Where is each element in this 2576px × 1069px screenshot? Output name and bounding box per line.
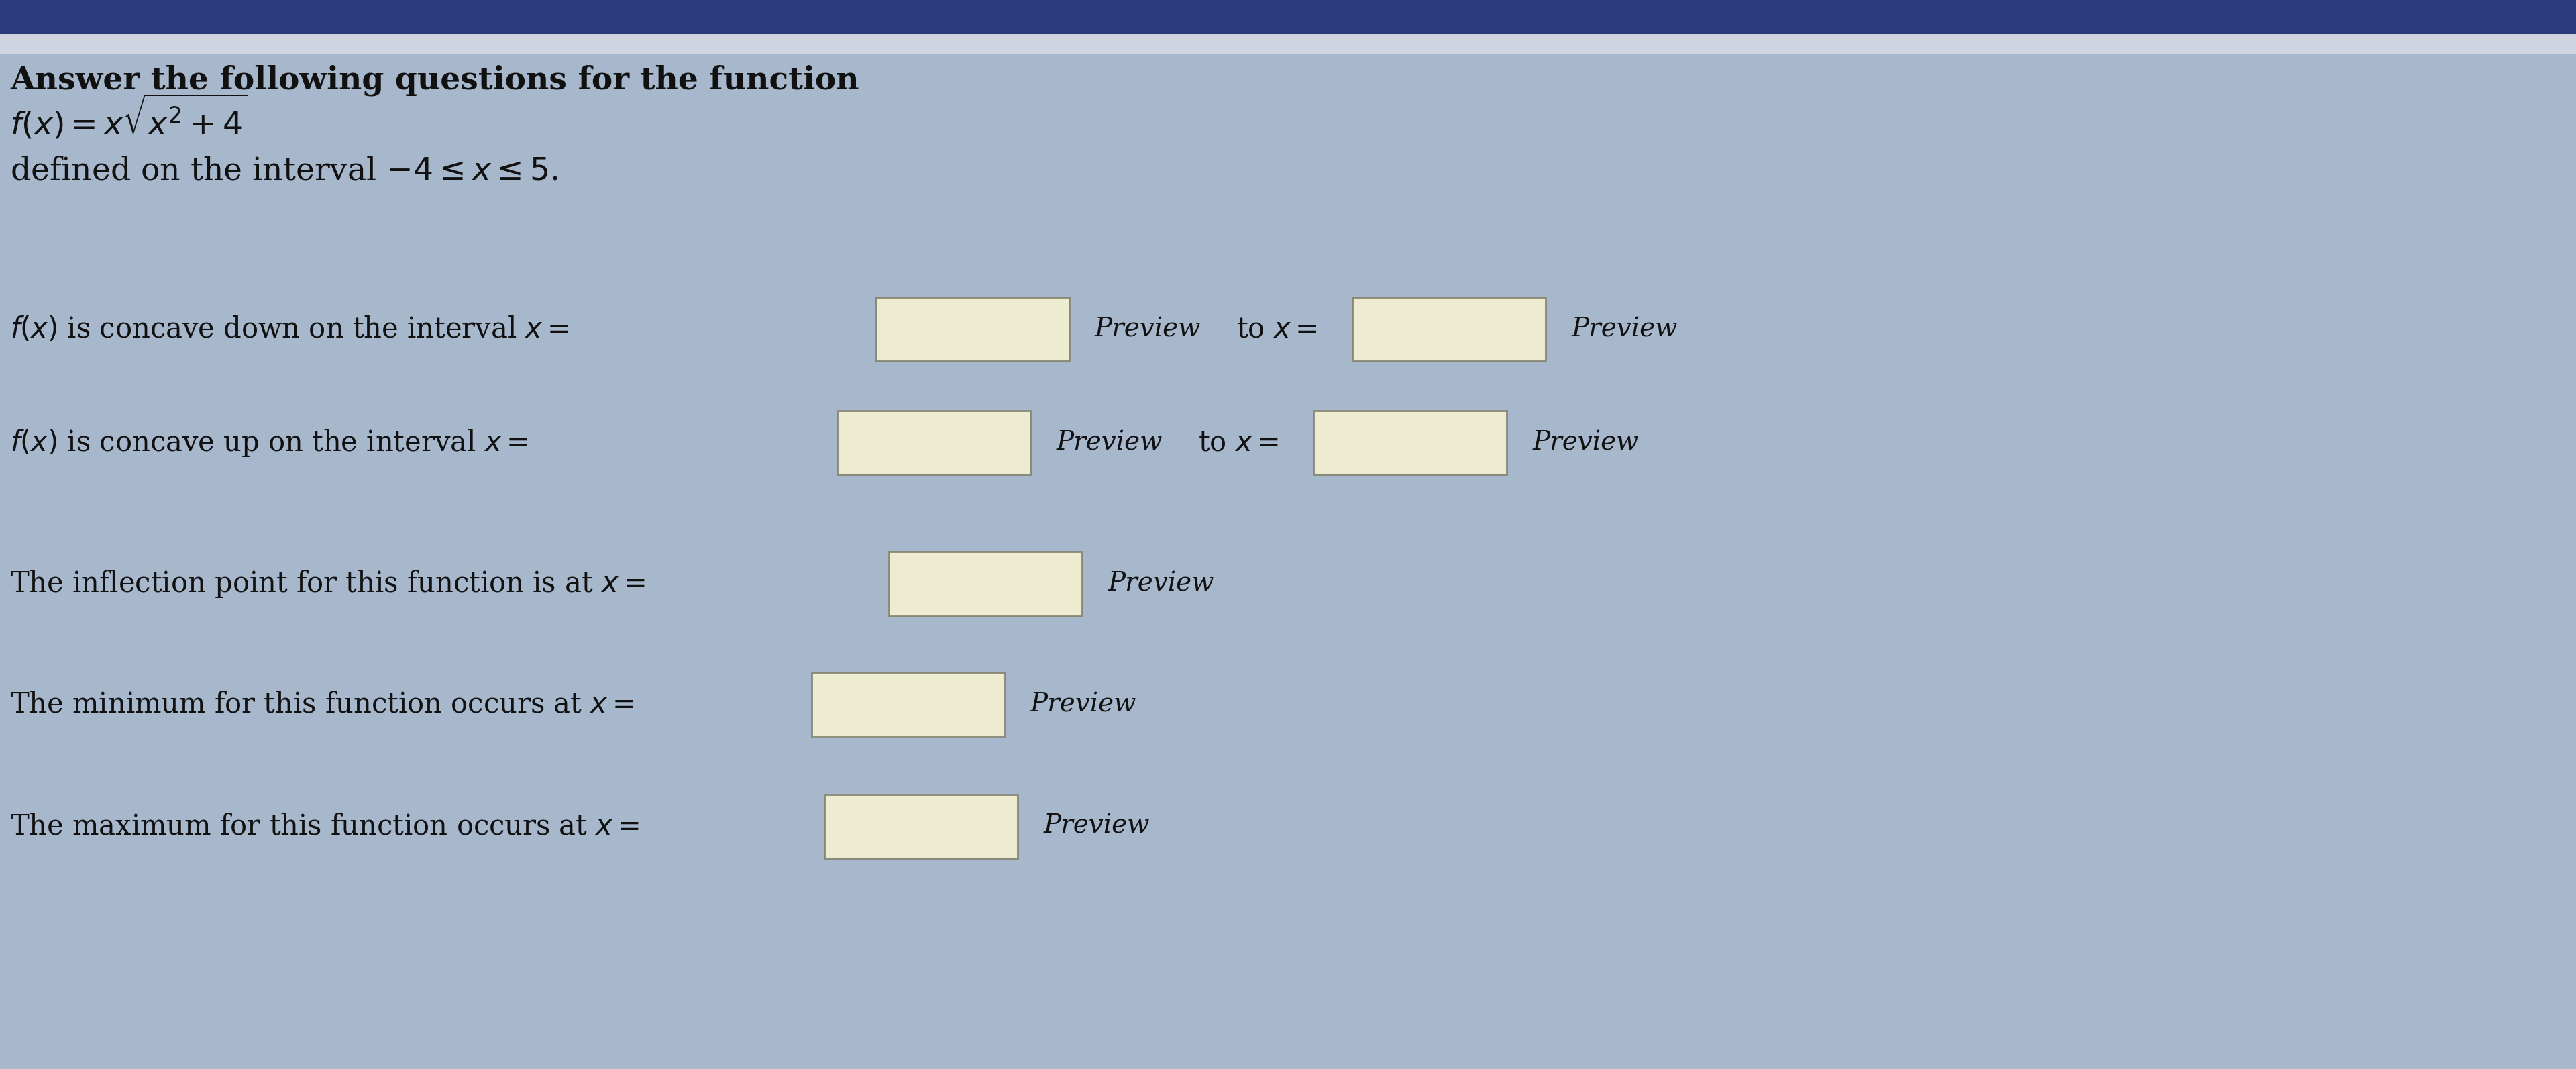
Text: The minimum for this function occurs at $x =$: The minimum for this function occurs at … bbox=[10, 691, 634, 718]
Text: Preview: Preview bbox=[1030, 692, 1136, 717]
Text: Preview: Preview bbox=[1043, 814, 1149, 839]
Text: to $x =$: to $x =$ bbox=[1198, 429, 1278, 456]
FancyBboxPatch shape bbox=[876, 297, 1069, 361]
FancyBboxPatch shape bbox=[1314, 410, 1507, 475]
Text: $f(x) = x\sqrt{x^2+4}$: $f(x) = x\sqrt{x^2+4}$ bbox=[10, 93, 247, 141]
Text: The maximum for this function occurs at $x =$: The maximum for this function occurs at … bbox=[10, 812, 639, 840]
Text: defined on the interval $-4 \leq x \leq 5$.: defined on the interval $-4 \leq x \leq … bbox=[10, 156, 559, 186]
Text: $f(x)$ is concave up on the interval $x =$: $f(x)$ is concave up on the interval $x … bbox=[10, 428, 528, 458]
Text: Preview: Preview bbox=[1571, 316, 1677, 342]
FancyBboxPatch shape bbox=[837, 410, 1030, 475]
FancyBboxPatch shape bbox=[824, 794, 1018, 858]
FancyBboxPatch shape bbox=[0, 34, 2576, 53]
Text: Preview: Preview bbox=[1095, 316, 1200, 342]
Text: to $x =$: to $x =$ bbox=[1236, 315, 1316, 343]
Text: Preview: Preview bbox=[1108, 571, 1213, 597]
FancyBboxPatch shape bbox=[0, 0, 2576, 34]
FancyBboxPatch shape bbox=[1352, 297, 1546, 361]
FancyBboxPatch shape bbox=[889, 552, 1082, 616]
Text: $f(x)$ is concave down on the interval $x =$: $f(x)$ is concave down on the interval $… bbox=[10, 315, 569, 343]
Text: Preview: Preview bbox=[1056, 430, 1162, 455]
Text: Answer the following questions for the function: Answer the following questions for the f… bbox=[10, 65, 860, 96]
Text: The inflection point for this function is at $x =$: The inflection point for this function i… bbox=[10, 569, 644, 599]
FancyBboxPatch shape bbox=[811, 672, 1005, 737]
Text: Preview: Preview bbox=[1533, 430, 1638, 455]
